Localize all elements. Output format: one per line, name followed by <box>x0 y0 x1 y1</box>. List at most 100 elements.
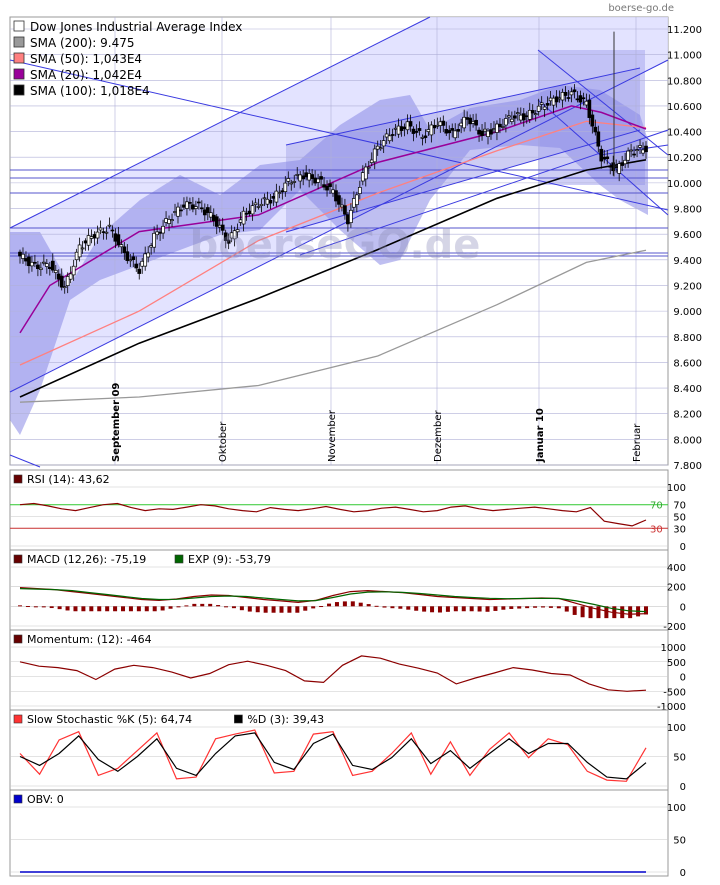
candle-body <box>241 210 246 225</box>
panel-legend-label: Momentum: (12): -464 <box>27 633 152 646</box>
y-tick-label: 11.000 <box>667 51 702 62</box>
panel-legend-label: %D (3): 39,43 <box>247 713 324 726</box>
candle-body <box>173 211 177 213</box>
candle-body <box>295 174 300 176</box>
candle-body <box>593 126 598 133</box>
trend-line <box>9 59 669 211</box>
macd-histogram-bar <box>493 606 498 611</box>
candle-body <box>134 263 139 269</box>
candle-body <box>21 253 25 259</box>
candle-body <box>71 265 76 276</box>
candle-body <box>507 115 511 118</box>
candle-body <box>223 232 228 241</box>
candle-body <box>363 166 368 180</box>
candle-body <box>39 267 43 270</box>
candle-body <box>542 106 547 110</box>
candle-body <box>423 135 428 138</box>
candle-body <box>155 231 159 236</box>
macd-histogram-bar <box>311 606 316 609</box>
candle-body <box>614 166 619 168</box>
candle-body <box>396 125 401 135</box>
candle-body <box>486 130 490 138</box>
legend-label: SMA (200): 9.475 <box>30 36 134 50</box>
panel-tick-label: 30 <box>673 524 686 535</box>
panel-tick-label: -1000 <box>657 702 686 713</box>
macd-histogram-bar <box>81 606 86 612</box>
candle-body <box>489 129 493 135</box>
candle-body <box>584 100 589 106</box>
candle-body <box>432 125 437 129</box>
panel-legend-label: EXP (9): -53,79 <box>188 553 271 566</box>
macd-histogram-bar <box>596 606 601 619</box>
candle-body <box>566 97 571 99</box>
candle-body <box>322 184 326 188</box>
candle-body <box>298 174 303 182</box>
y-tick-label: 8.400 <box>673 384 702 395</box>
macd-histogram-bar <box>160 606 165 611</box>
candle-body <box>197 201 201 204</box>
candle-body <box>53 269 58 273</box>
candle-body <box>250 205 255 215</box>
panel-legend-label: RSI (14): 43,62 <box>27 473 110 486</box>
panel-tick-label: 0 <box>680 602 686 613</box>
source-label: boerse-go.de <box>608 3 674 14</box>
macd-histogram-bar <box>327 603 332 607</box>
candle-body <box>408 121 413 127</box>
macd-histogram-bar <box>525 606 530 609</box>
candle-body <box>426 129 431 132</box>
y-tick-label: 10.400 <box>667 128 702 139</box>
macd-histogram-bar <box>644 606 648 615</box>
candle-body <box>226 239 231 244</box>
macd-histogram-bar <box>41 606 46 608</box>
macd-histogram-bar <box>136 606 141 612</box>
sma-100-line <box>19 159 647 398</box>
y-tick-label: 9.200 <box>673 281 702 292</box>
candle-body <box>137 268 142 274</box>
sma-50-line <box>19 120 647 366</box>
candle-body <box>608 165 613 168</box>
candle-body <box>483 128 487 132</box>
macd-histogram-bar <box>540 606 545 608</box>
panel-tick-label: 400 <box>667 563 686 574</box>
y-tick-label: 7.800 <box>673 461 702 472</box>
trend-line <box>299 129 669 256</box>
candle-body <box>456 129 461 132</box>
candle-body <box>152 232 156 248</box>
macd-histogram-bar <box>144 606 149 612</box>
panel-tick-label: 50 <box>673 753 686 764</box>
candle-body <box>244 212 249 215</box>
candle-body <box>232 230 237 240</box>
legend-label: SMA (100): 1,018E4 <box>30 84 150 98</box>
macd-histogram-bar <box>49 606 54 609</box>
rsi-series-0 <box>19 502 647 527</box>
macd-histogram-bar <box>358 602 363 607</box>
candle-body <box>620 162 625 166</box>
candle-body <box>504 118 508 126</box>
candle-body <box>527 109 532 120</box>
macd-histogram-bar <box>588 606 593 619</box>
legend-swatch <box>13 68 25 80</box>
candle-body <box>602 156 607 160</box>
momentum-panel <box>9 629 669 711</box>
macd-histogram-bar <box>168 606 173 609</box>
macd-histogram-bar <box>437 606 442 613</box>
candle-body <box>65 276 70 286</box>
x-tick-label: September 09 <box>111 383 122 462</box>
candle-body <box>510 118 514 122</box>
candle-body <box>590 114 595 127</box>
macd-histogram-bar <box>113 606 118 612</box>
candle-body <box>441 120 446 126</box>
candle-body <box>477 129 481 135</box>
macd-histogram-bar <box>628 606 633 619</box>
candle-body <box>417 128 422 131</box>
legend-swatch <box>13 52 25 64</box>
candle-body <box>205 207 210 213</box>
candle-body <box>125 251 130 261</box>
candle-body <box>635 149 639 151</box>
y-tick-label: 9.400 <box>673 256 702 267</box>
macd-histogram-bar <box>176 606 181 608</box>
x-tick-label: Oktober <box>218 421 229 462</box>
panel-legend-label: OBV: 0 <box>27 793 64 806</box>
